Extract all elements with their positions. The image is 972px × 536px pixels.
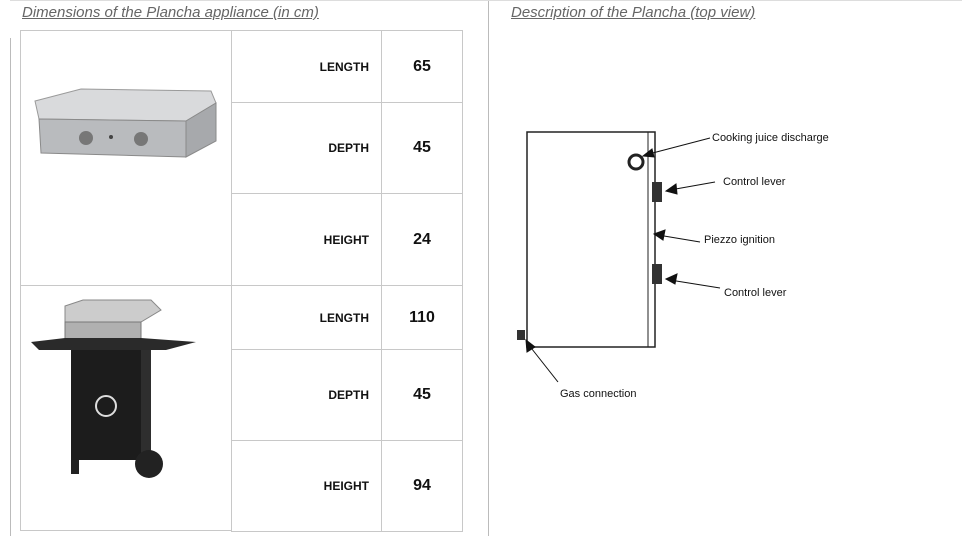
dimension-value: 24 xyxy=(381,193,463,286)
column-divider xyxy=(10,38,11,536)
dimension-label: DEPTH xyxy=(231,102,382,194)
left-title: Dimensions of the Plancha appliance (in … xyxy=(22,4,319,21)
dimension-value: 110 xyxy=(381,285,463,350)
plancha-image xyxy=(34,88,217,158)
dimension-label: DEPTH xyxy=(231,349,382,441)
right-title: Description of the Plancha (top view) xyxy=(511,4,756,21)
dimension-label: HEIGHT xyxy=(231,440,382,532)
dimension-value: 45 xyxy=(381,102,463,194)
image-cell xyxy=(20,285,232,531)
diagram-label: Piezzo ignition xyxy=(704,234,775,246)
diagram-label: Gas connection xyxy=(560,388,637,400)
top-view-diagram xyxy=(517,131,721,383)
diagram-label: Control lever xyxy=(723,176,786,188)
dimension-value: 94 xyxy=(381,440,463,532)
dimension-label: LENGTH xyxy=(231,30,382,103)
dimension-label: HEIGHT xyxy=(231,193,382,286)
top-rule xyxy=(10,0,962,1)
dimension-value: 65 xyxy=(381,30,463,103)
column-divider xyxy=(488,0,489,536)
diagram-label: Cooking juice discharge xyxy=(712,132,829,144)
dimension-label: LENGTH xyxy=(231,285,382,350)
image-cell xyxy=(20,30,232,286)
plancha-cart-image xyxy=(31,299,196,478)
diagram-label: Control lever xyxy=(724,287,787,299)
dimension-value: 45 xyxy=(381,349,463,441)
